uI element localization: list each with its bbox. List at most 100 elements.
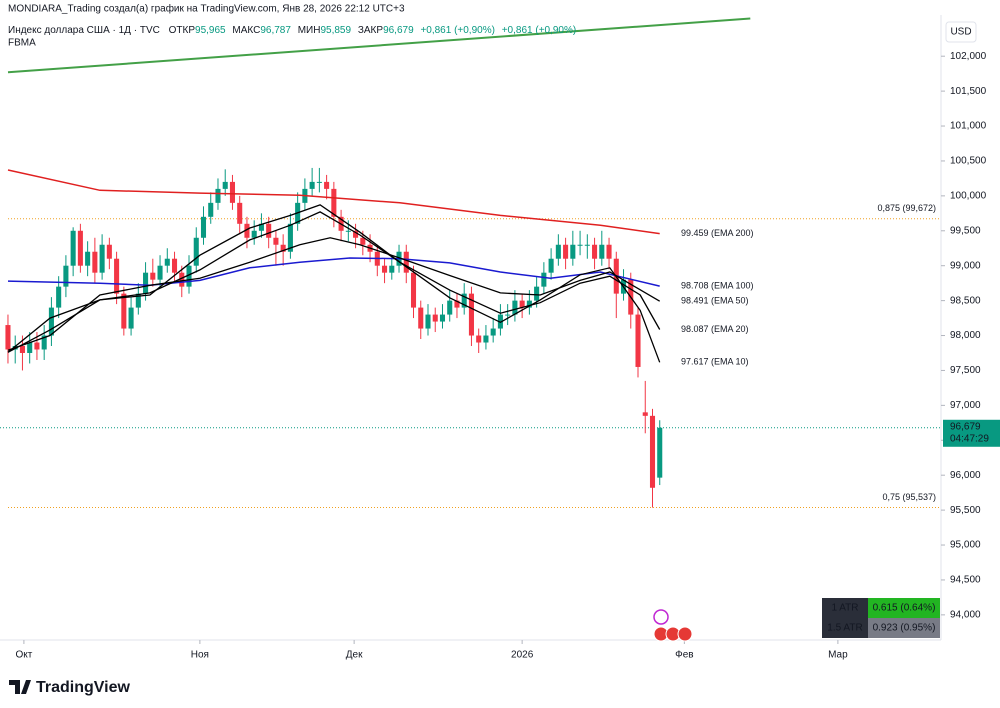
indicator-label: 98.087 (EMA 20) (681, 324, 749, 334)
candle-body (432, 314, 438, 322)
candle-body (222, 181, 228, 189)
candle-body (599, 244, 605, 259)
atr-value-cell (868, 618, 940, 638)
y-tick-label: 96,000 (950, 470, 981, 481)
change: +0,861 (+0,90%) (420, 25, 495, 36)
event-icon[interactable] (677, 626, 693, 642)
candle-body (63, 265, 69, 287)
ohlc-label: ЗАКР (358, 25, 384, 36)
candle-body (345, 230, 351, 232)
atr-name-cell (822, 598, 868, 618)
candle-body (410, 272, 417, 308)
indicator-label: 97.617 (EMA 10) (681, 357, 749, 367)
candle-body (251, 230, 257, 238)
candle-body (244, 223, 250, 238)
y-tick-label: 95,000 (950, 540, 981, 551)
y-tick-label: 94,000 (950, 610, 981, 621)
candle-body (171, 258, 178, 273)
ohlc-label: МИН (298, 25, 321, 36)
candle-body (121, 293, 127, 329)
axes: 94,00094,50095,00095,50096,00096,50097,0… (15, 51, 986, 661)
plot-area (0, 17, 940, 509)
candle-body (570, 244, 576, 259)
candle-body (468, 293, 474, 336)
atr-value: 0.615 (0.64%) (873, 603, 936, 614)
candle-body (353, 230, 359, 238)
candle-body (19, 346, 25, 353)
indicator-label: 98.491 (EMA 50) (681, 296, 749, 306)
atr-name: 1 ATR (831, 603, 858, 614)
candle-body (555, 244, 561, 259)
candle-body (309, 181, 315, 189)
candle-body (237, 202, 243, 224)
candle-body (389, 265, 395, 273)
atr-value: 0.923 (0.95%) (873, 623, 936, 634)
candle-body (266, 223, 272, 238)
x-tick-label: Окт (15, 650, 32, 661)
y-tick-label: 95,500 (950, 505, 981, 516)
fib-level-label: 0,75 (95,537) (882, 492, 936, 502)
candle-body (425, 314, 431, 329)
candle-body (150, 272, 156, 280)
logo-text: TradingView (36, 679, 131, 696)
logo-mark (9, 680, 31, 694)
candle-body (505, 314, 511, 316)
event-icons[interactable] (653, 609, 693, 642)
candle-body (534, 286, 540, 301)
candle-body (526, 300, 532, 308)
candle-body (34, 342, 40, 350)
candle-body (563, 244, 569, 259)
candle-body (106, 244, 112, 259)
currency-button[interactable] (945, 21, 977, 43)
candle-body (324, 181, 330, 189)
candle-body (490, 328, 496, 336)
y-tick-label: 100,500 (950, 156, 987, 167)
candle-body (577, 244, 583, 246)
candle-body (48, 307, 54, 336)
y-tick-label: 100,000 (950, 191, 987, 202)
atr-name-cell (822, 618, 868, 638)
credit: MONDIARA_Trading создал(а) график на Tra… (8, 3, 405, 15)
indicator-name[interactable]: FBMA (8, 38, 36, 49)
candle-body (382, 265, 388, 273)
candle-body (77, 230, 83, 266)
candle-body (447, 300, 453, 315)
candle-body (200, 216, 207, 238)
candle-body (229, 181, 235, 203)
ohlc-value: 95,965 (195, 25, 226, 36)
candle-body (99, 244, 105, 273)
candle-body (316, 181, 322, 183)
candle-body (186, 265, 192, 287)
candle-body (548, 258, 554, 273)
candle-body (642, 412, 648, 416)
indicator-label: 99.459 (EMA 200) (681, 228, 754, 238)
candle-body (280, 244, 286, 252)
candle-body (41, 335, 47, 350)
candle-body (360, 237, 366, 245)
ohlc-label: МАКС (232, 25, 260, 36)
fib-level-label: 0,875 (99,672) (877, 203, 936, 213)
candle-body (584, 244, 590, 246)
candle-body (135, 293, 141, 308)
candle-body (258, 223, 264, 231)
y-tick-label: 101,500 (950, 86, 987, 97)
candle-body (56, 286, 62, 308)
candle-body (606, 244, 612, 259)
candle-body (85, 251, 91, 266)
y-tick-label: 99,500 (950, 225, 981, 236)
last-price-box (943, 419, 1000, 447)
y-tick-label: 97,000 (950, 400, 981, 411)
candle-body (193, 237, 199, 266)
candle-body (164, 258, 170, 266)
x-tick-label: 2026 (511, 650, 534, 661)
candle-body (70, 230, 76, 266)
candle-body (5, 325, 11, 350)
candle-body (476, 335, 482, 343)
event-icon[interactable] (653, 609, 669, 625)
change: +0,861 (+0,90%) (502, 25, 577, 36)
legend-line[interactable]: Индекс доллара США · 1Д · TVC ОТКР95,965… (8, 25, 576, 36)
ohlc-value: 96,679 (383, 25, 414, 36)
indicator-line (7, 211, 661, 353)
